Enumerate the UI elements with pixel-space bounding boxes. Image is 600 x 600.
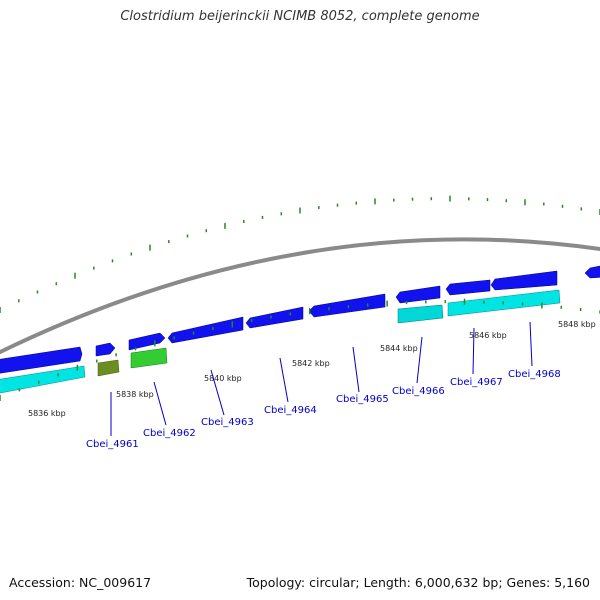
gene-labels: Cbei_4961 Cbei_4962 Cbei_4963 Cbei_4964 …: [86, 369, 561, 450]
gene-arrow[interactable]: [397, 304, 444, 324]
gene-label[interactable]: Cbei_4964: [264, 405, 317, 416]
gene-arrow[interactable]: [445, 279, 491, 296]
gene-arrow[interactable]: [0, 365, 86, 394]
gene-label[interactable]: Cbei_4962: [143, 428, 196, 439]
gene-arrow[interactable]: [0, 346, 83, 374]
gene-arrow[interactable]: [490, 270, 558, 291]
scale-label: 5838 kbp: [116, 390, 154, 399]
forward-strand-track: [0, 265, 600, 374]
gene-arrow[interactable]: [130, 347, 168, 369]
gene-label[interactable]: Cbei_4966: [392, 386, 445, 397]
accession-text: Accession: NC_009617: [9, 575, 152, 590]
gene-arrow[interactable]: [308, 293, 386, 318]
gene-label[interactable]: Cbei_4968: [508, 369, 561, 380]
topology-text: Topology: circular; Length: 6,000,632 bp…: [246, 575, 590, 590]
genome-backbone: [0, 237, 600, 355]
gene-label[interactable]: Cbei_4967: [450, 377, 503, 388]
scale-label: 5836 kbp: [28, 409, 66, 418]
gene-arrow[interactable]: [167, 316, 244, 344]
gene-label[interactable]: Cbei_4961: [86, 439, 139, 450]
gene-arrow[interactable]: [245, 306, 304, 329]
reverse-strand-track: [0, 289, 561, 394]
gene-arrow[interactable]: [447, 289, 561, 317]
map-title: Clostridium beijerinckii NCIMB 8052, com…: [120, 9, 480, 24]
scale-label: 5846 kbp: [469, 331, 507, 340]
gene-arrow[interactable]: [128, 332, 166, 351]
scale-label: 5844 kbp: [380, 344, 418, 353]
scale-labels: 5836 kbp 5838 kbp 5840 kbp 5842 kbp 5844…: [28, 320, 596, 418]
gene-arrow[interactable]: [584, 265, 600, 279]
gene-label-leaders: [110, 321, 533, 436]
gene-label[interactable]: Cbei_4963: [201, 417, 254, 428]
gc-skew-track-outer: [0, 195, 600, 313]
gc-skew-track-inner: [0, 298, 600, 401]
gene-arrow[interactable]: [97, 359, 120, 377]
scale-label: 5848 kbp: [558, 320, 596, 329]
scale-label: 5842 kbp: [292, 359, 330, 368]
gene-label[interactable]: Cbei_4965: [336, 394, 389, 405]
scale-label: 5840 kbp: [204, 374, 242, 383]
gene-arrow[interactable]: [95, 342, 116, 357]
gene-arrow[interactable]: [395, 285, 441, 304]
